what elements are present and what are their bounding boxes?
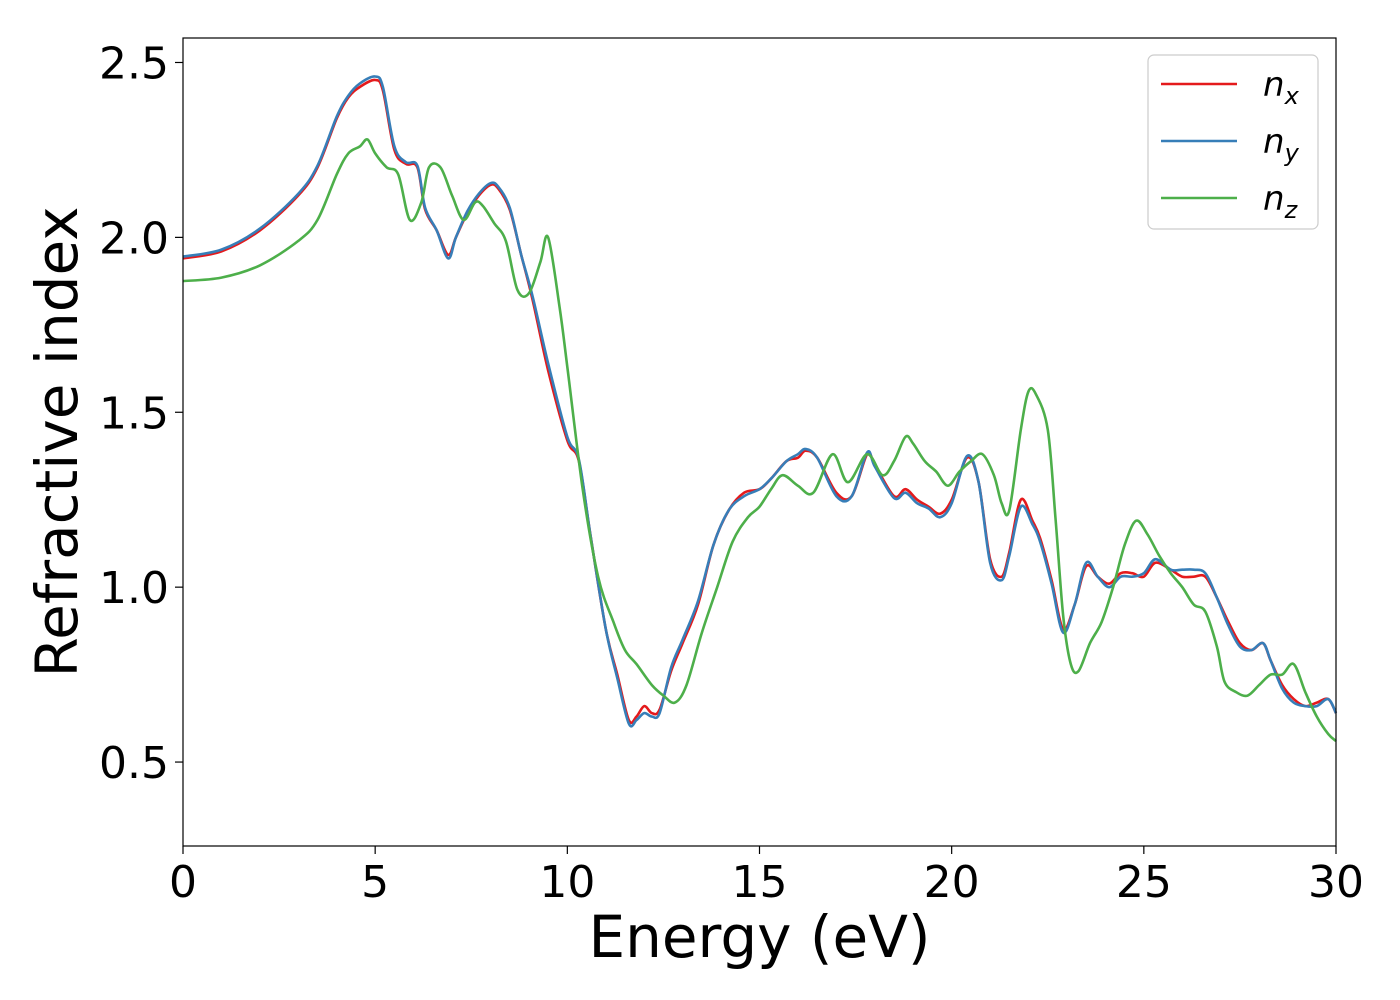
legend-label-x: nx	[1263, 65, 1300, 110]
series-line-y	[182, 75, 1338, 728]
x-tick-label: 5	[361, 857, 389, 908]
plot-area	[183, 38, 1336, 846]
y-tick-label: 0.5	[99, 738, 169, 789]
legend-label-y: ny	[1263, 122, 1300, 167]
series-lines	[182, 75, 1338, 743]
x-tick-label: 10	[539, 857, 595, 908]
x-tick-label: 0	[169, 857, 197, 908]
x-axis-ticks: 0 5 10 15 20 25 30	[169, 846, 1364, 908]
x-tick-label: 30	[1308, 857, 1364, 908]
y-axis-ticks: 0.5 1.0 1.5 2.0 2.5	[99, 38, 183, 789]
x-tick-label: 25	[1116, 857, 1172, 908]
y-tick-label: 2.0	[99, 213, 169, 264]
x-tick-label: 15	[732, 857, 788, 908]
y-tick-label: 1.5	[99, 388, 169, 439]
x-tick-label: 20	[924, 857, 980, 908]
x-axis-label: Energy (eV)	[588, 903, 930, 971]
y-tick-label: 2.5	[99, 38, 169, 89]
y-axis-label: Refractive index	[23, 206, 91, 677]
legend-label-z: nz	[1263, 179, 1299, 224]
y-tick-label: 1.0	[99, 563, 169, 614]
legend: nx ny nz	[1147, 54, 1319, 230]
series-line-z	[182, 137, 1337, 743]
